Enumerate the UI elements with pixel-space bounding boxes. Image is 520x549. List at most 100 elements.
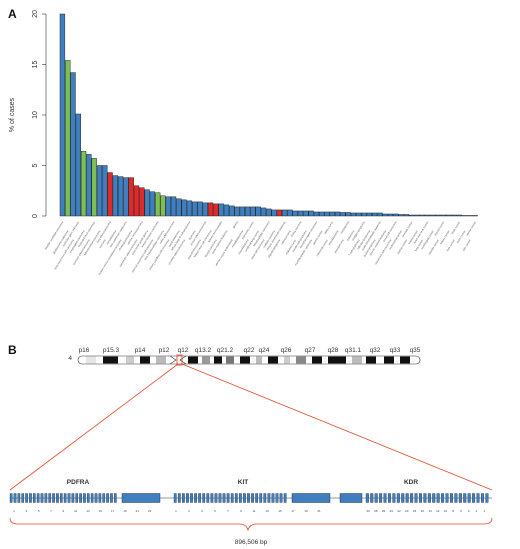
cyto-band: [103, 356, 118, 364]
exon: [206, 493, 210, 503]
exon-number: 1: [483, 509, 485, 513]
bar: [467, 215, 473, 217]
x-tick-label: retinoblastoma: [327, 229, 340, 246]
gene-label: KDR: [404, 479, 418, 486]
bar: [244, 206, 251, 217]
cyto-band: [284, 356, 290, 364]
chromosome-ideogram: p16 p15.3 p14 p12 q12 q13.2 q21.2 q22 q24 q26 q27 q…: [77, 347, 421, 366]
exon-number: 21: [136, 509, 140, 513]
x-tick-label: Wilms tumor: [323, 220, 334, 234]
bar: [192, 201, 198, 217]
x-tick-label: ovarian cancer: [396, 238, 408, 255]
exon: [36, 493, 40, 503]
exon: [414, 493, 418, 503]
band-label: q27: [305, 347, 316, 354]
exon-number: 21: [317, 509, 321, 513]
band-label: p12: [159, 347, 170, 354]
x-tick-label: breast cancer: [407, 229, 419, 245]
bar: [96, 165, 103, 217]
bar: [371, 212, 378, 217]
band-label: q12: [178, 347, 189, 354]
bar: [176, 198, 182, 217]
x-tick-label: bone cancer: [455, 229, 466, 243]
cyto-band: [226, 356, 234, 364]
cyto-band: [328, 356, 346, 364]
exon: [255, 493, 259, 503]
exon-number: 11: [74, 509, 77, 513]
bar: [472, 215, 478, 217]
bar: [59, 13, 66, 217]
bar: [149, 191, 156, 217]
exon: [29, 493, 32, 503]
x-tick-label: melanoma: [345, 229, 355, 242]
bar: [313, 211, 320, 217]
bar: [255, 206, 261, 217]
band-label: q26: [281, 347, 292, 354]
exon: [238, 493, 242, 503]
exon: [75, 493, 79, 503]
bar: [112, 175, 119, 217]
band-label: q22: [244, 347, 255, 354]
bar: [435, 214, 441, 217]
exon: [383, 493, 387, 503]
bar: [451, 214, 457, 217]
bar: [65, 60, 71, 217]
bar-chart: 0 5 10 15 20 % of cases bladder urothelial c…: [9, 10, 478, 276]
exon: [445, 493, 449, 503]
exon: [17, 493, 21, 503]
x-tick-label: uterine cancer: [465, 220, 477, 236]
exon: [13, 493, 17, 503]
bar: [266, 208, 272, 217]
exon: [458, 493, 462, 503]
exon: [214, 493, 218, 503]
gene-label: KIT: [238, 479, 249, 486]
exon: [110, 493, 113, 503]
exon-number: 15: [99, 509, 103, 513]
exon: [405, 493, 409, 503]
bar: [329, 211, 335, 217]
exon-number: 17: [291, 509, 295, 513]
exon-number: 5: [38, 509, 40, 513]
exon: [198, 493, 202, 503]
y-axis-label: % of cases: [9, 97, 16, 132]
bar: [356, 212, 362, 217]
exon: [387, 493, 391, 503]
band-label: p14: [135, 347, 146, 354]
exon-number: 26: [382, 509, 386, 513]
exon-number: 8: [452, 509, 454, 513]
cyto-band: [268, 356, 278, 364]
bar: [319, 211, 325, 217]
bar: [414, 214, 420, 217]
exon: [432, 493, 436, 503]
exon-number: 17: [111, 509, 115, 513]
bar: [223, 204, 230, 217]
exon: [177, 493, 181, 503]
exon-number: 18: [413, 509, 417, 513]
band-label: p15.3: [103, 347, 120, 354]
cyto-band: [156, 356, 166, 364]
exon: [454, 493, 458, 503]
x-tick-label: bladder cancer: [427, 238, 440, 255]
bar: [440, 214, 447, 217]
bar: [287, 209, 293, 217]
bar: [213, 203, 219, 217]
exon: [267, 493, 271, 503]
exon: [259, 493, 263, 503]
bars: [59, 13, 478, 217]
exon: [102, 493, 106, 503]
bar: [186, 200, 193, 217]
cyto-band: [400, 356, 410, 364]
exon: [370, 493, 374, 503]
exon-number: 14: [428, 509, 432, 513]
bar: [350, 212, 357, 217]
cyto-band: [366, 356, 376, 364]
exon: [222, 493, 226, 503]
bar: [461, 215, 468, 217]
bar: [123, 177, 129, 217]
bar: [382, 213, 388, 217]
exon: [44, 493, 48, 503]
bar: [202, 202, 208, 217]
exon-number: 20: [405, 509, 409, 513]
bar: [75, 113, 81, 217]
